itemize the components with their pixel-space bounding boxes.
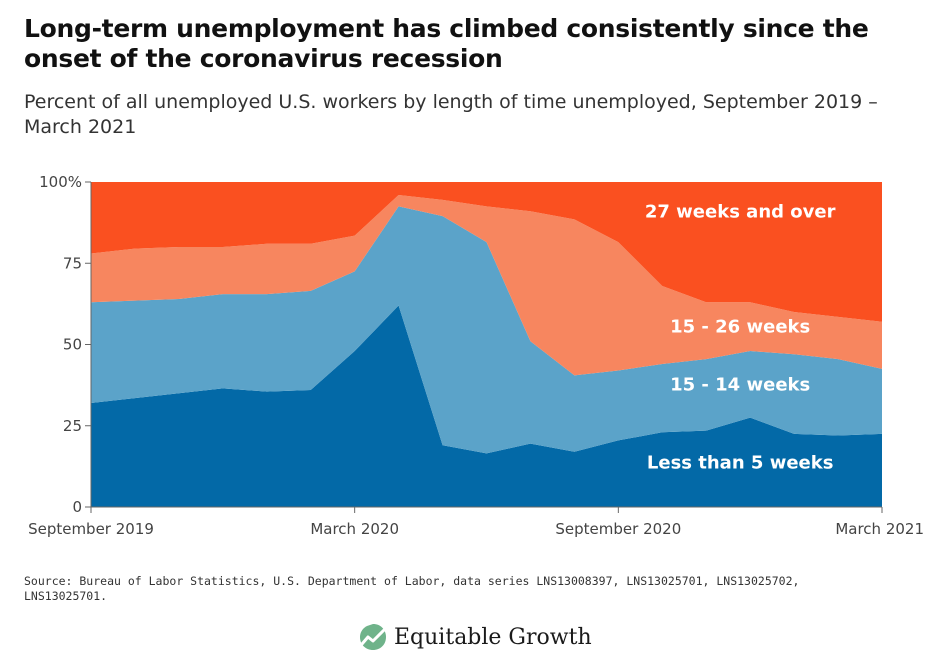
chart-title: Long-term unemployment has climbed consi… — [24, 14, 869, 73]
area-series-1 — [91, 206, 882, 454]
stacked-area-chart: 100% 75 50 25 0 September 2019 March 2020 Septe… — [28, 173, 924, 538]
series-label-0: Less than 5 weeks — [647, 452, 834, 473]
series-label-2: 15 - 26 weeks — [670, 317, 810, 338]
chart-subtitle: Percent of all unemployed U.S. workers b… — [24, 91, 878, 138]
x-tick-label-3: March 2021 — [835, 520, 924, 538]
y-tick-label-0: 100% — [39, 173, 82, 191]
series-labels: Less than 5 weeks 15 - 14 weeks 15 - 26 we… — [645, 201, 836, 473]
area-series-0 — [91, 305, 882, 507]
axes: 100% 75 50 25 0 September 2019 March 2020 Septe… — [28, 173, 924, 538]
y-tick-label-4: 0 — [72, 498, 82, 516]
brand-name: Equitable Growth — [394, 624, 592, 650]
source-note: Source: Bureau of Labor Statistics, U.S.… — [24, 574, 800, 603]
area-series-2 — [91, 195, 882, 376]
area-series-3 — [91, 182, 882, 322]
x-tick-label-1: March 2020 — [310, 520, 399, 538]
series-label-1: 15 - 14 weeks — [670, 374, 810, 395]
plot-areas — [91, 182, 882, 507]
brand-logo: Equitable Growth — [358, 618, 592, 656]
y-tick-label-1: 75 — [63, 254, 82, 272]
chart-trend-leaf-icon — [360, 624, 386, 650]
y-tick-label-2: 50 — [63, 336, 82, 354]
series-label-3: 27 weeks and over — [645, 201, 836, 222]
x-tick-label-0: September 2019 — [28, 520, 154, 538]
x-tick-label-2: September 2020 — [555, 520, 681, 538]
y-tick-label-3: 25 — [63, 417, 82, 435]
